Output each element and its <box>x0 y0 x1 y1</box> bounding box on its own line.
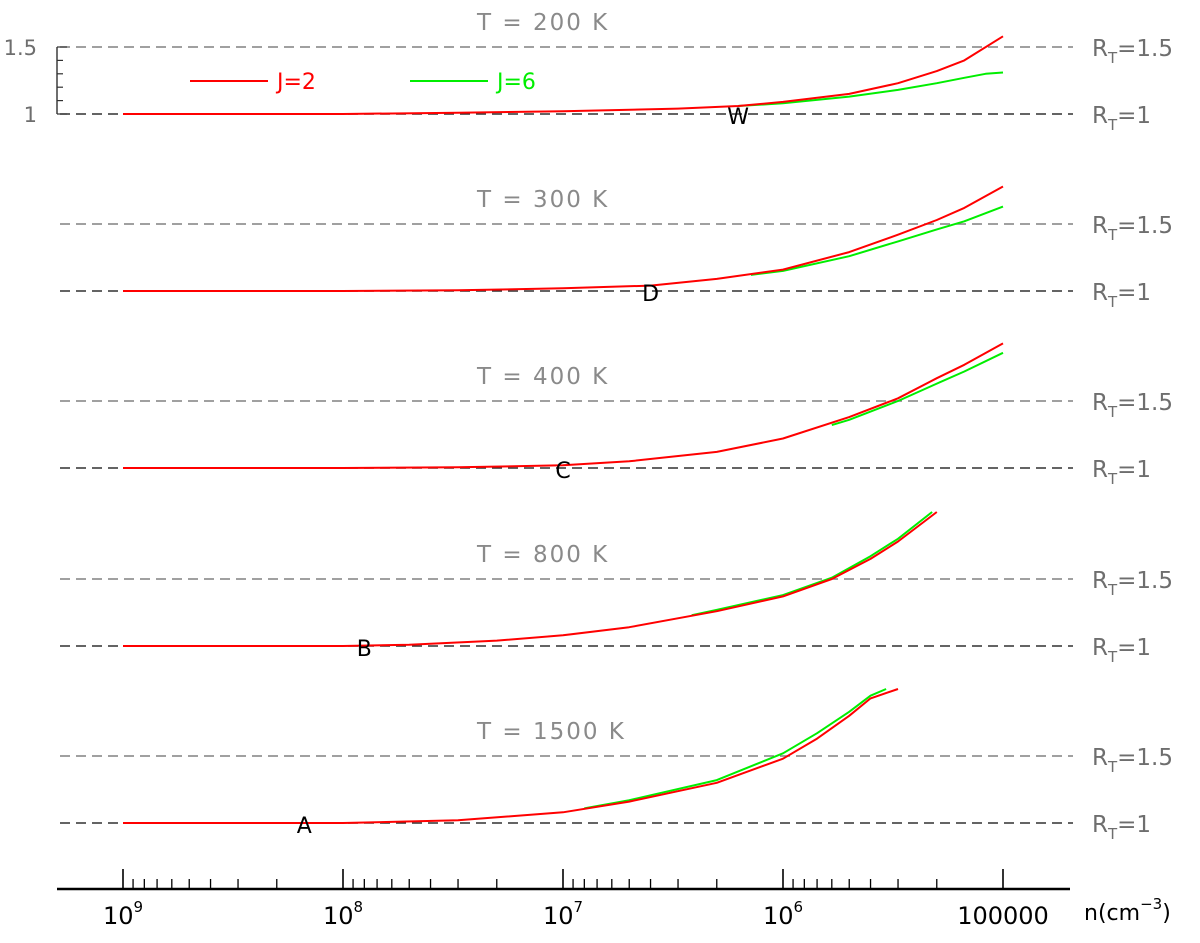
series-line-J2 <box>123 185 1004 292</box>
ref-label: RT=1 <box>1092 280 1151 311</box>
point-label-D: D <box>642 282 659 307</box>
x-tick-label: 109 <box>103 898 143 930</box>
ref-label: RT=1.5 <box>1092 213 1173 244</box>
point-label-B: B <box>357 637 372 662</box>
panel-title: T = 800 K <box>476 542 609 568</box>
ref-label: RT=1 <box>1092 103 1151 134</box>
ref-label: RT=1 <box>1092 812 1151 843</box>
panel-title: T = 300 K <box>476 187 609 213</box>
series-line-J6 <box>691 511 933 617</box>
panel-title: T = 200 K <box>476 10 609 36</box>
series-line-J6 <box>831 351 1004 427</box>
y-tick-label: 1 <box>24 103 37 127</box>
x-axis-title: n(cm−3) <box>1084 895 1171 926</box>
series-line-J6 <box>738 71 1004 107</box>
legend-label-J6: J=6 <box>495 70 536 95</box>
ref-label: RT=1 <box>1092 635 1151 666</box>
legend-label-J2: J=2 <box>275 70 316 95</box>
point-label-A: A <box>297 814 312 839</box>
ref-label: RT=1.5 <box>1092 568 1173 599</box>
ref-label: RT=1 <box>1092 457 1151 488</box>
series-line-J2 <box>123 511 938 647</box>
series-line-J6 <box>750 205 1004 276</box>
y-tick-label: 1.5 <box>4 36 37 60</box>
x-tick-label: 108 <box>323 898 363 930</box>
point-label-W: W <box>727 105 749 130</box>
series-line-J6 <box>584 688 887 810</box>
ref-label: RT=1.5 <box>1092 390 1173 421</box>
x-tick-label: 106 <box>763 898 803 930</box>
panel-title: T = 1500 K <box>476 719 626 745</box>
ref-label: RT=1.5 <box>1092 745 1173 776</box>
point-label-C: C <box>555 459 570 484</box>
x-tick-label: 100000 <box>957 902 1049 930</box>
series-line-J2 <box>123 688 899 824</box>
series-line-J2 <box>123 35 1004 115</box>
panel-title: T = 400 K <box>476 364 609 390</box>
ref-label: RT=1.5 <box>1092 36 1173 67</box>
x-tick-label: 107 <box>543 898 583 930</box>
series-line-J2 <box>123 342 1004 469</box>
